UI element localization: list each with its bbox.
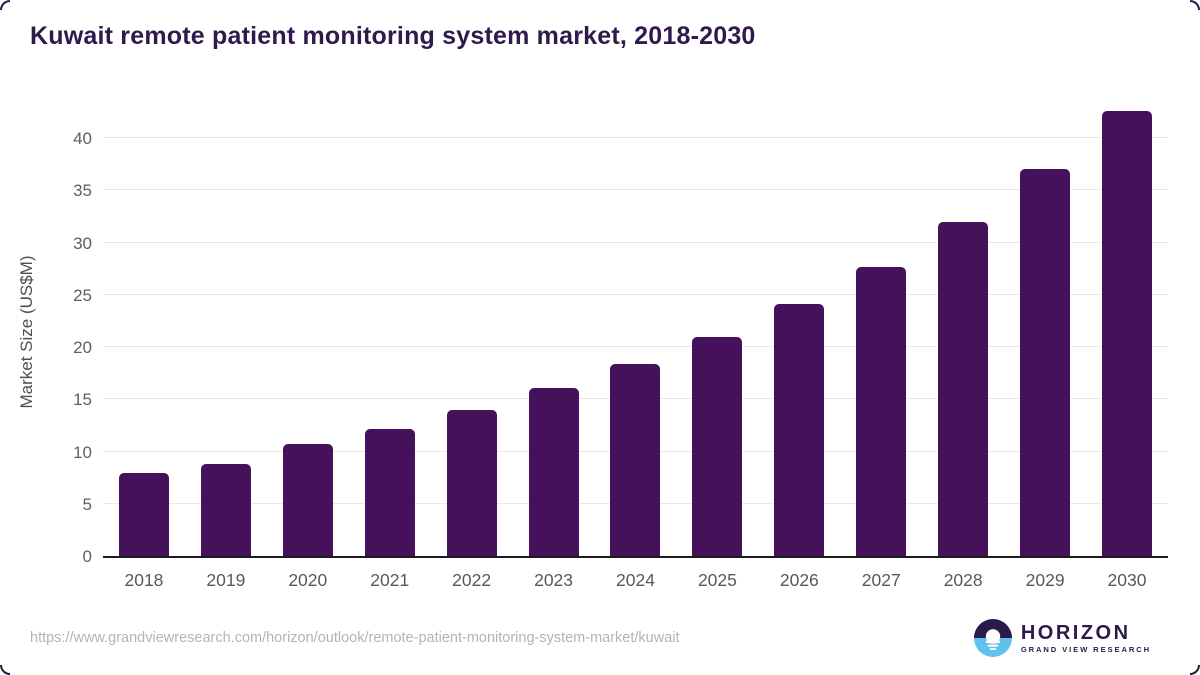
corner-decoration — [0, 665, 10, 675]
bar-2021 — [364, 428, 415, 556]
bar-2026 — [774, 304, 825, 556]
y-tick-label-15: 15 — [73, 390, 92, 410]
x-tick-label-2025: 2025 — [697, 570, 737, 590]
plot-area — [103, 90, 1168, 558]
bar-slot-2020 — [267, 90, 349, 556]
x-tick-label-2019: 2019 — [206, 570, 246, 590]
corner-decoration — [1190, 665, 1200, 675]
bar-slot-2030 — [1086, 90, 1168, 556]
y-tick-label-35: 35 — [73, 181, 92, 201]
bar-2024 — [610, 363, 661, 556]
bar-2019 — [200, 464, 251, 556]
bar-2025 — [692, 336, 743, 556]
bar-slot-2025 — [676, 90, 758, 556]
horizon-logo-text: HORIZON GRAND VIEW RESEARCH — [1021, 623, 1151, 654]
gridline-30 — [103, 241, 1168, 243]
corner-decoration — [1190, 0, 1200, 10]
x-tick-label-2029: 2029 — [1025, 570, 1065, 590]
bars-row — [103, 90, 1168, 556]
chart-title: Kuwait remote patient monitoring system … — [30, 22, 756, 50]
x-tick-label-2020: 2020 — [288, 570, 328, 590]
source-url: https://www.grandviewresearch.com/horizo… — [30, 630, 680, 646]
gridline-20 — [103, 346, 1168, 347]
bar-slot-2021 — [349, 90, 431, 556]
corner-decoration — [0, 0, 10, 10]
x-tick-label-2027: 2027 — [861, 570, 901, 590]
y-tick-label-5: 5 — [82, 494, 92, 514]
y-tick-label-10: 10 — [73, 442, 92, 462]
y-tick-label-25: 25 — [73, 285, 92, 305]
gridline-25 — [103, 293, 1168, 295]
bar-2027 — [856, 266, 907, 556]
bar-slot-2024 — [595, 90, 677, 556]
gridline-35 — [103, 189, 1168, 191]
bar-slot-2026 — [758, 90, 840, 556]
bar-2022 — [446, 409, 497, 556]
bar-2028 — [938, 221, 989, 556]
x-axis-tick-labels: 2018 2019 2020 2021 2022 2023 2024 2025 2026 2027… — [103, 570, 1168, 591]
bar-slot-2022 — [431, 90, 513, 556]
y-tick-label-30: 30 — [73, 233, 92, 253]
bar-2018 — [118, 473, 169, 556]
x-tick-label-2028: 2028 — [943, 570, 983, 590]
bar-slot-2027 — [840, 90, 922, 556]
bar-2020 — [282, 444, 333, 556]
bar-slot-2019 — [185, 90, 267, 556]
horizon-logo-name: HORIZON — [1020, 621, 1131, 644]
horizon-logo-icon — [973, 619, 1012, 657]
bar-2023 — [528, 387, 579, 556]
x-tick-label-2021: 2021 — [370, 570, 410, 590]
y-tick-label-0: 0 — [82, 547, 92, 566]
bar-slot-2028 — [922, 90, 1004, 556]
bar-slot-2023 — [513, 90, 595, 556]
x-tick-label-2023: 2023 — [534, 570, 574, 590]
horizon-logo-subtitle: GRAND VIEW RESEARCH — [1020, 644, 1151, 654]
x-tick-label-2024: 2024 — [616, 570, 655, 590]
y-tick-label-40: 40 — [73, 129, 92, 148]
x-tick-label-2022: 2022 — [452, 570, 492, 590]
bar-slot-2018 — [103, 90, 185, 556]
horizon-logo: HORIZON GRAND VIEW RESEARCH — [973, 619, 1151, 657]
bar-2029 — [1020, 169, 1071, 556]
y-tick-label-20: 20 — [73, 338, 92, 357]
x-tick-label-2026: 2026 — [779, 570, 819, 590]
x-tick-label-2030: 2030 — [1107, 570, 1147, 590]
bar-2030 — [1102, 110, 1153, 556]
gridline-40 — [103, 137, 1168, 138]
x-tick-label-2018: 2018 — [124, 570, 164, 590]
y-axis-tick-labels: 0 5 10 15 20 25 30 35 40 — [0, 90, 92, 566]
bar-slot-2029 — [1004, 90, 1086, 556]
